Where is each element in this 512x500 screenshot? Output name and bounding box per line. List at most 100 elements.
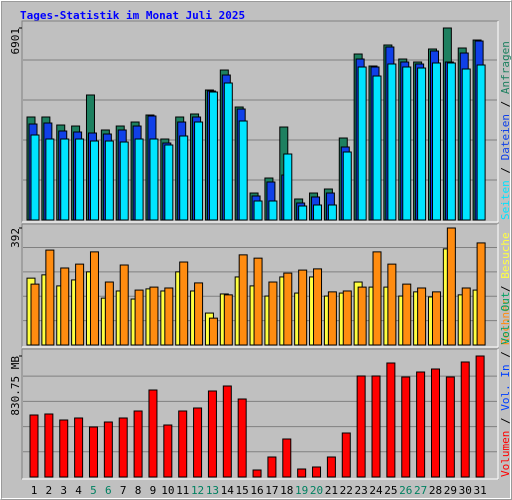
bar [253,200,263,221]
bar [59,419,69,478]
bar [45,138,55,221]
bar [119,141,129,221]
bar [372,75,382,221]
x-tick-label: 18 [280,484,293,497]
bar [104,140,114,221]
bar [89,140,99,221]
bar [222,385,232,478]
legend: Volumen / Vol. In / Vol. Out [499,292,512,477]
legend-entry: Anfragen [499,41,512,94]
bar [149,138,159,221]
x-tick-label: 28 [429,484,442,497]
bar [194,282,204,346]
bar [327,204,337,221]
bar [445,376,455,478]
bar [268,281,278,346]
bar [148,389,158,478]
bar [88,426,98,478]
x-tick-label: 31 [473,484,486,497]
bar [283,272,293,346]
bar [431,62,441,221]
bar [223,82,233,221]
bar [207,390,217,478]
bar [133,410,143,478]
x-tick-label: 23 [355,484,368,497]
x-tick-label: 12 [191,484,204,497]
x-tick-label: 14 [221,484,235,497]
legend-entry: Seiten [499,180,512,220]
bar [417,287,427,346]
bar [342,290,352,346]
bar [356,375,366,478]
bar [446,62,456,221]
bar [119,264,129,346]
bar [402,66,412,221]
bar [134,289,144,346]
y-tick-label: 392 [9,228,22,248]
bar [44,413,54,478]
x-tick-label: 1 [31,484,38,497]
bar [164,144,174,221]
bar [283,153,293,221]
bar [416,371,426,478]
x-tick-label: 30 [459,484,472,497]
x-tick-label: 6 [105,484,112,497]
bar [387,263,397,346]
x-tick-label: 2 [46,484,53,497]
bar [179,261,189,346]
bar [387,63,397,221]
chart-title: Tages-Statistik im Monat Juli 2025 [20,9,245,22]
bar [401,376,411,478]
x-tick-label: 26 [399,484,412,497]
bar [237,398,247,478]
bar [163,424,173,478]
bar [60,138,70,221]
x-tick-label: 10 [161,484,174,497]
x-tick-label: 21 [325,484,338,497]
x-tick-label: 13 [206,484,219,497]
bar [371,375,381,478]
bar [164,287,174,346]
x-tick-label: 7 [120,484,127,497]
x-tick-label: 3 [60,484,67,497]
bar [103,421,113,478]
bar [179,135,189,221]
bar [75,138,85,221]
bar [104,281,114,346]
bar [431,291,441,346]
bar [149,286,159,346]
bar [326,456,336,478]
x-tick-label: 4 [75,484,82,497]
bar [298,269,308,346]
bar [134,138,144,221]
bar [89,251,99,346]
bar [475,355,485,478]
bar [267,456,277,478]
bar [238,254,248,346]
bar [327,291,337,346]
legend-separator: / [499,94,512,114]
bar [194,121,204,221]
legend-separator: / [499,160,512,180]
x-tick-label: 9 [150,484,157,497]
bar [476,64,486,221]
legend-separator: / [499,411,512,431]
bar [208,91,218,221]
x-tick-label: 15 [236,484,249,497]
x-tick-label: 25 [384,484,397,497]
x-tick-label: 8 [135,484,142,497]
bar [118,417,128,478]
x-tick-label: 20 [310,484,323,497]
x-tick-label: 17 [265,484,278,497]
bar [74,417,84,478]
x-tick-label: 24 [369,484,383,497]
bar [313,204,323,221]
bar [223,294,233,346]
legend-entry: Vol. In [499,364,512,410]
bar [372,251,382,346]
x-tick-label: 11 [176,484,189,497]
x-tick-label: 19 [295,484,308,497]
bar [312,466,322,478]
bar [430,368,440,478]
